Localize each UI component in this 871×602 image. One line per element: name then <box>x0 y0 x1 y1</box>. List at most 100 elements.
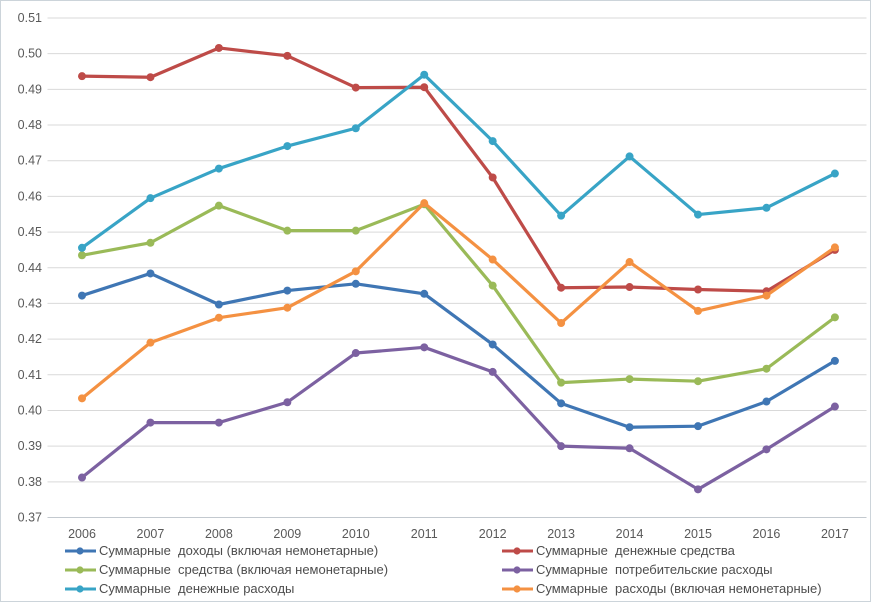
legend-line-marker-icon <box>65 565 96 574</box>
data-point <box>694 377 703 386</box>
legend-label: Суммарные денежные расходы <box>99 581 295 596</box>
data-point <box>78 72 86 81</box>
data-point <box>146 194 155 203</box>
legend-item-money-funds: Суммарные денежные средства <box>501 541 822 560</box>
data-point <box>351 83 360 92</box>
data-point <box>762 445 771 454</box>
data-point <box>351 279 360 288</box>
data-point <box>830 313 839 322</box>
data-point <box>283 226 292 235</box>
legend-label: Суммарные средства (включая немонетарные… <box>99 562 389 577</box>
data-point <box>830 402 839 411</box>
data-point <box>625 423 634 432</box>
data-point <box>830 356 839 365</box>
data-point <box>488 173 497 182</box>
data-point <box>351 124 360 133</box>
data-point <box>762 364 771 373</box>
data-point <box>488 137 497 146</box>
data-point <box>214 164 223 173</box>
x-tick-label: 2010 <box>342 527 370 541</box>
data-point <box>146 238 155 247</box>
gridlines <box>47 17 867 518</box>
data-point <box>557 283 566 292</box>
data-point <box>420 83 429 92</box>
legend-label: Суммарные доходы (включая немонетарные) <box>99 543 379 558</box>
data-point <box>420 289 429 298</box>
data-point <box>146 73 155 82</box>
x-tick-label: 2007 <box>137 527 165 541</box>
data-point <box>214 313 223 322</box>
data-point <box>283 303 292 312</box>
x-tick-label: 2015 <box>684 527 712 541</box>
legend-line-marker-icon <box>502 565 533 574</box>
data-point <box>557 399 566 408</box>
legend-label: Суммарные денежные средства <box>536 543 735 558</box>
data-point <box>214 201 223 210</box>
data-point <box>694 306 703 315</box>
y-tick-label: 0.51 <box>18 11 42 25</box>
y-tick-label: 0.41 <box>18 368 42 382</box>
data-point <box>488 281 497 290</box>
y-tick-label: 0.47 <box>18 154 42 168</box>
y-tick-label: 0.44 <box>18 261 42 275</box>
data-point <box>488 367 497 376</box>
legend-label: Суммарные расходы (включая немонетарные) <box>536 581 822 596</box>
x-tick-label: 2009 <box>273 527 301 541</box>
data-point <box>694 422 703 431</box>
legend-item-money-expenses: Суммарные денежные расходы <box>64 579 501 598</box>
legend-item-consumer-expenses: Суммарные потребительские расходы <box>501 560 822 579</box>
y-tick-label: 0.43 <box>18 296 42 310</box>
data-point <box>351 226 360 235</box>
series-line-1 <box>80 46 837 293</box>
data-point <box>488 340 497 349</box>
y-tick-label: 0.46 <box>18 189 42 203</box>
data-point <box>694 485 703 494</box>
legend-line-marker-icon <box>65 546 96 555</box>
x-tick-label: 2016 <box>753 527 781 541</box>
data-point <box>351 267 360 276</box>
y-tick-label: 0.42 <box>18 332 42 346</box>
y-axis-labels: 0.51 0.50 0.49 0.48 0.47 0.46 0.45 0.44 0.43 0.42… <box>18 11 42 525</box>
data-point <box>146 418 155 427</box>
legend-item-funds: Суммарные средства (включая немонетарные… <box>64 560 501 579</box>
series-line-0 <box>80 271 837 429</box>
data-point <box>214 418 223 427</box>
y-tick-label: 0.50 <box>18 47 42 61</box>
data-point <box>694 285 703 294</box>
series-line-3 <box>80 345 837 491</box>
data-point <box>625 283 634 292</box>
x-tick-label: 2008 <box>205 527 233 541</box>
data-point <box>351 349 360 358</box>
x-tick-label: 2012 <box>479 527 507 541</box>
data-point <box>625 444 634 453</box>
series-line-2 <box>80 202 837 385</box>
data-point <box>146 338 155 347</box>
y-tick-label: 0.37 <box>18 511 42 525</box>
legend-line-marker-icon <box>65 584 96 593</box>
y-tick-label: 0.39 <box>18 439 42 453</box>
legend-label: Суммарные потребительские расходы <box>536 562 773 577</box>
data-point <box>214 300 223 309</box>
data-point <box>488 255 497 264</box>
data-point <box>283 398 292 407</box>
data-point <box>625 375 634 384</box>
x-tick-label: 2006 <box>68 527 96 541</box>
x-tick-label: 2013 <box>547 527 575 541</box>
data-point <box>762 203 771 212</box>
data-point <box>78 243 86 252</box>
data-point <box>762 397 771 406</box>
data-point <box>762 291 771 300</box>
data-point <box>283 142 292 151</box>
data-point <box>146 269 155 278</box>
x-tick-label: 2011 <box>411 527 438 541</box>
legend-line-marker-icon <box>502 584 533 593</box>
y-tick-label: 0.38 <box>18 475 42 489</box>
data-point <box>830 243 839 252</box>
data-point <box>78 251 86 260</box>
data-point <box>420 70 429 79</box>
data-point <box>283 51 292 60</box>
legend-item-total-expenses: Суммарные расходы (включая немонетарные) <box>501 579 822 598</box>
data-point <box>78 291 86 300</box>
